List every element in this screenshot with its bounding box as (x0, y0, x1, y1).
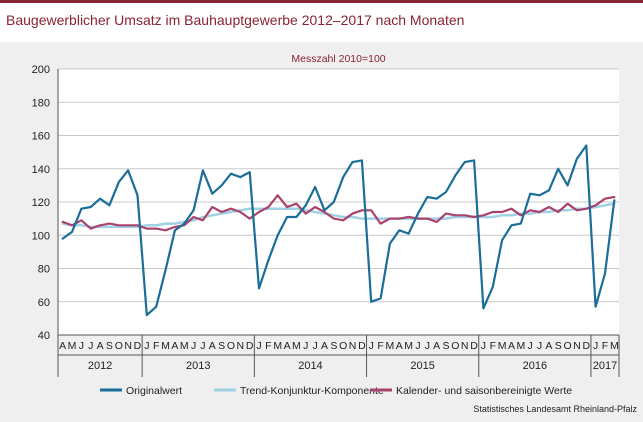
x-tick-label: J (88, 340, 93, 352)
x-tick-label: M (68, 340, 77, 352)
legend-label: Trend-Konjunktur-Komponente (240, 385, 384, 397)
y-tick-label: 40 (38, 330, 50, 342)
x-tick-label: J (415, 340, 420, 352)
x-tick-label: O (227, 340, 235, 352)
y-tick-label: 100 (32, 230, 50, 242)
legend-label: Originalwert (126, 385, 182, 397)
chart-title: Baugewerblicher Umsatz im Bauhauptgewerb… (6, 12, 465, 28)
year-label: 2017 (593, 360, 617, 372)
x-tick-label: O (339, 340, 347, 352)
x-tick-label: S (443, 340, 450, 352)
source-note: Statistisches Landesamt Rheinland-Pfalz (473, 404, 637, 414)
legend-label: Kalender- und saisonbereinigte Werte (396, 385, 572, 397)
series-line-0 (61, 144, 616, 317)
x-tick-label: M (273, 340, 282, 352)
x-tick-label: A (171, 340, 178, 352)
year-label: 2015 (410, 360, 434, 372)
x-tick-label: F (153, 340, 159, 352)
x-tick-label: J (481, 340, 486, 352)
y-tick-label: 120 (32, 197, 50, 209)
x-tick-label: J (369, 340, 374, 352)
x-tick-label: M (180, 340, 189, 352)
x-tick-label: N (461, 340, 469, 352)
y-tick-label: 200 (32, 64, 50, 76)
y-tick-label: 60 (38, 297, 50, 309)
x-tick-label: A (545, 340, 552, 352)
x-tick-label: J (537, 340, 542, 352)
x-tick-label: N (573, 340, 581, 352)
x-tick-label: F (265, 340, 271, 352)
x-tick-label: M (516, 340, 525, 352)
x-tick-label: F (490, 340, 496, 352)
x-tick-label: A (59, 340, 66, 352)
x-tick-label: J (303, 340, 308, 352)
x-tick-label: A (209, 340, 216, 352)
x-tick-label: N (237, 340, 245, 352)
x-tick-label: M (610, 340, 619, 352)
x-tick-label: M (498, 340, 507, 352)
x-tick-label: F (377, 340, 383, 352)
x-tick-label: D (246, 340, 254, 352)
y-tick-label: 140 (32, 164, 50, 176)
x-tick-label: A (321, 340, 328, 352)
chart-subtitle: Messzahl 2010=100 (291, 53, 385, 65)
x-tick-label: D (358, 340, 366, 352)
x-tick-label: A (396, 340, 403, 352)
y-tick-label: 180 (32, 97, 50, 109)
x-tick-label: S (218, 340, 225, 352)
x-tick-label: S (555, 340, 562, 352)
x-tick-label: S (106, 340, 113, 352)
accent-line (0, 0, 643, 3)
x-tick-label: J (144, 340, 149, 352)
x-tick-label: D (470, 340, 478, 352)
x-tick-label: J (191, 340, 196, 352)
x-tick-label: J (593, 340, 598, 352)
x-tick-label: S (330, 340, 337, 352)
x-tick-label: A (508, 340, 515, 352)
x-tick-label: A (97, 340, 104, 352)
x-tick-label: J (256, 340, 261, 352)
year-label: 2013 (186, 360, 210, 372)
x-tick-label: M (292, 340, 301, 352)
x-tick-label: M (404, 340, 413, 352)
x-tick-label: J (313, 340, 318, 352)
x-tick-label: J (528, 340, 533, 352)
year-label: 2012 (88, 360, 112, 372)
series-line-2 (61, 194, 616, 232)
x-tick-label: O (115, 340, 123, 352)
x-tick-label: M (386, 340, 395, 352)
x-tick-label: D (582, 340, 590, 352)
x-tick-label: M (161, 340, 170, 352)
x-tick-label: D (134, 340, 142, 352)
x-tick-label: J (79, 340, 84, 352)
x-tick-label: J (425, 340, 430, 352)
x-tick-label: N (124, 340, 132, 352)
x-tick-label: A (433, 340, 440, 352)
x-tick-label: F (602, 340, 608, 352)
x-tick-label: N (349, 340, 357, 352)
y-tick-label: 80 (38, 264, 50, 276)
y-tick-label: 160 (32, 131, 50, 143)
x-tick-label: O (563, 340, 571, 352)
x-tick-label: J (200, 340, 205, 352)
x-tick-label: O (451, 340, 459, 352)
year-label: 2016 (523, 360, 547, 372)
x-tick-label: A (284, 340, 291, 352)
year-label: 2014 (298, 360, 322, 372)
